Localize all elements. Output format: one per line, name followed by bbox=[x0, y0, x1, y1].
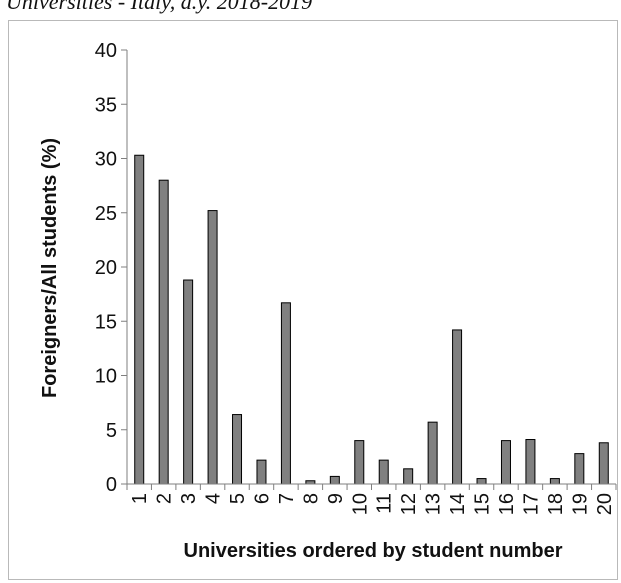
bar-12 bbox=[403, 468, 414, 485]
bar-14 bbox=[452, 329, 463, 485]
bar-19 bbox=[574, 453, 585, 485]
x-tick-label: 12 bbox=[398, 493, 420, 515]
x-tick-label: 20 bbox=[594, 493, 616, 515]
x-tick-label: 10 bbox=[349, 493, 371, 515]
y-tick-label: 15 bbox=[95, 311, 117, 333]
y-tick-label: 30 bbox=[95, 149, 117, 171]
y-tick-label: 40 bbox=[95, 40, 117, 62]
bar-9 bbox=[329, 475, 340, 485]
chart-frame bbox=[8, 20, 618, 580]
y-tick-label: 10 bbox=[95, 366, 117, 388]
bar-15 bbox=[476, 478, 487, 485]
x-tick-label: 9 bbox=[325, 493, 347, 504]
y-tick-label: 35 bbox=[95, 94, 117, 116]
x-tick-label: 1 bbox=[129, 493, 151, 504]
y-axis-ticks: 0 5 10 15 20 25 30 35 40 bbox=[95, 40, 127, 496]
bar-5 bbox=[232, 414, 243, 485]
bar-16 bbox=[500, 440, 511, 485]
y-tick-label: 20 bbox=[95, 257, 117, 279]
x-tick-label: 4 bbox=[203, 493, 225, 504]
x-tick-label: 16 bbox=[496, 493, 518, 515]
x-tick-label: 8 bbox=[300, 493, 322, 504]
x-tick-label: 14 bbox=[447, 493, 469, 515]
x-tick-label: 3 bbox=[178, 493, 200, 504]
bar-6 bbox=[256, 459, 267, 485]
x-tick-label: 19 bbox=[569, 493, 591, 515]
x-tick-label: 11 bbox=[374, 493, 396, 514]
bar-17 bbox=[525, 439, 536, 485]
y-tick-label: 5 bbox=[106, 420, 117, 442]
x-tick-label: 7 bbox=[276, 493, 298, 504]
x-tick-label: 13 bbox=[423, 493, 445, 515]
bar-2 bbox=[158, 179, 169, 485]
bar-20 bbox=[598, 442, 609, 485]
y-tick-label: 0 bbox=[106, 474, 117, 496]
x-tick-label: 2 bbox=[154, 493, 176, 504]
bar-4 bbox=[207, 210, 218, 485]
bar-1 bbox=[134, 154, 145, 485]
y-tick-label: 25 bbox=[95, 203, 117, 225]
bar-7 bbox=[280, 302, 291, 485]
figure-caption: Universities - Italy, a.y. 2018-2019 bbox=[6, 0, 313, 14]
y-axis-title: Foreigners/All students (%) bbox=[39, 138, 61, 398]
bar-13 bbox=[427, 421, 438, 485]
bar-18 bbox=[549, 478, 560, 485]
bars bbox=[134, 154, 609, 485]
x-axis-title: Universities ordered by student number bbox=[184, 540, 563, 562]
bar-3 bbox=[183, 279, 194, 485]
x-tick-label: 5 bbox=[227, 493, 249, 504]
x-tick-label: 18 bbox=[545, 493, 567, 515]
x-tick-label: 15 bbox=[472, 493, 494, 515]
x-axis-ticks: 1 2 3 4 5 6 7 8 9 10 11 12 13 14 15 16 17 18 19 20 bbox=[126, 484, 617, 515]
bar-10 bbox=[354, 440, 365, 485]
x-tick-label: 17 bbox=[520, 493, 542, 515]
x-tick-label: 6 bbox=[251, 493, 273, 504]
bar-11 bbox=[378, 459, 389, 485]
